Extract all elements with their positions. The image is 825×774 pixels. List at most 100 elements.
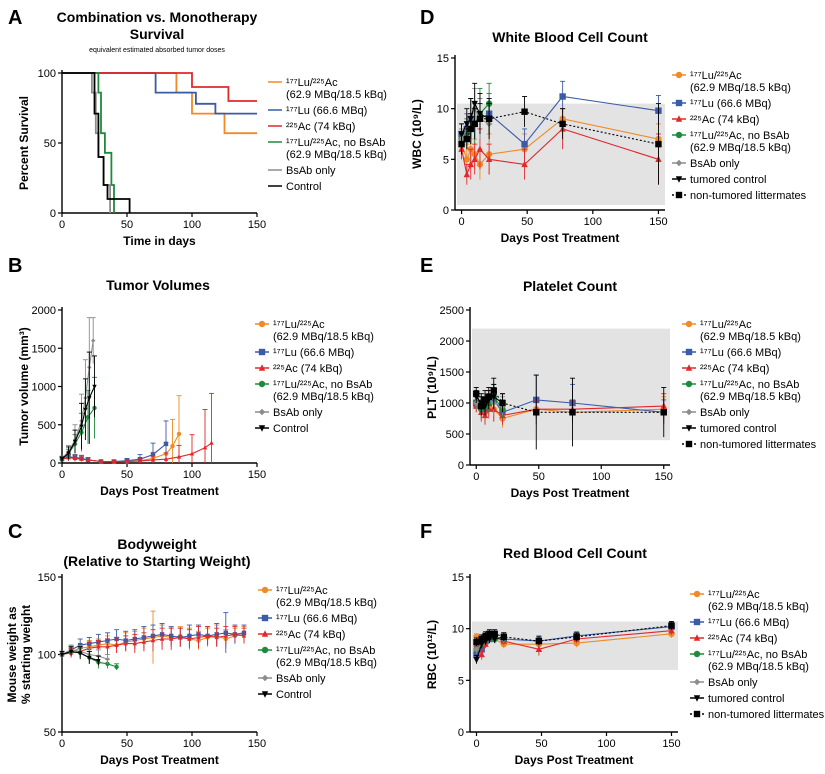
data-point <box>655 140 662 148</box>
y-axis-label: WBC (10⁹/L) <box>410 99 424 169</box>
x-tick-label: 150 <box>248 738 266 750</box>
legend-marker <box>693 695 701 702</box>
data-point <box>490 387 497 394</box>
data-point <box>105 656 110 662</box>
y-axis-label: % starting weight <box>19 605 33 704</box>
chart-title: Platelet Count <box>523 278 617 294</box>
data-point <box>132 640 137 646</box>
data-point <box>467 160 474 168</box>
data-point <box>463 135 471 143</box>
y-tick-label: 5 <box>443 154 449 166</box>
legend-marker <box>693 650 701 658</box>
series-line <box>62 72 257 135</box>
legend-marker <box>258 425 266 432</box>
data-point <box>482 632 489 640</box>
x-tick-label: 100 <box>597 738 615 750</box>
data-point <box>473 656 480 664</box>
x-tick-label: 100 <box>584 216 602 228</box>
legend-marker <box>693 634 701 641</box>
data-point <box>521 108 528 115</box>
y-tick-label: 15 <box>452 572 464 584</box>
y-tick-label: 50 <box>44 727 56 739</box>
legend-marker <box>685 380 693 388</box>
x-axis-label: Days Post Treatment <box>100 753 219 767</box>
panel-letter: C <box>8 521 22 543</box>
chart-title: Bodyweight <box>117 536 197 552</box>
legend-marker <box>693 618 701 626</box>
legend-label: Control <box>286 181 321 193</box>
data-point <box>170 443 175 449</box>
y-axis-label: RBC (10¹²/L) <box>425 620 439 689</box>
y-tick-label: 0 <box>458 727 464 739</box>
series-littermates <box>458 96 662 185</box>
x-tick-label: 0 <box>59 469 65 481</box>
legend-marker <box>675 159 683 167</box>
legend: ¹⁷⁷Lu/²²⁵Ac(62.9 MBq/18.5 kBq)¹⁷⁷Lu (66.… <box>672 70 807 202</box>
legend-marker <box>675 99 683 107</box>
series-ac <box>458 108 662 185</box>
data-point <box>485 393 492 400</box>
legend-label: ²²⁵Ac (74 kBq) <box>273 363 342 375</box>
legend: ¹⁷⁷Lu/²²⁵Ac(62.9 MBq/18.5 kBq)¹⁷⁷Lu (66.… <box>682 319 817 451</box>
legend: ¹⁷⁷Lu/²²⁵Ac(62.9 MBq/18.5 kBq)¹⁷⁷Lu (66.… <box>258 585 377 701</box>
data-point <box>463 156 471 163</box>
legend-label: tumored control <box>708 693 784 705</box>
legend: ¹⁷⁷Lu/²²⁵Ac(62.9 MBq/18.5 kBq)¹⁷⁷Lu (66.… <box>255 319 374 435</box>
series-ac <box>59 392 214 464</box>
y-axis-label: Percent Survival <box>17 96 31 190</box>
data-point <box>96 644 101 649</box>
data-point <box>535 637 543 645</box>
series-lu_ac <box>62 72 257 135</box>
x-tick-label: 0 <box>473 471 479 483</box>
y-tick-label: 500 <box>446 429 464 441</box>
y-tick-label: 100 <box>38 68 56 80</box>
legend-label: ¹⁷⁷Lu/²²⁵Ac, no BsAb <box>273 379 372 391</box>
legend-label: (62.9 MBq/18.5 kBq) <box>708 601 809 613</box>
data-point <box>499 399 506 407</box>
data-point <box>668 622 675 629</box>
series-control <box>59 646 101 666</box>
legend-marker <box>685 440 693 448</box>
series-ac <box>62 72 257 102</box>
x-tick-label: 150 <box>248 219 266 231</box>
x-tick-label: 50 <box>121 219 133 231</box>
data-point <box>124 458 130 464</box>
series-line <box>61 649 108 660</box>
series-lu_ac <box>59 395 182 465</box>
data-point <box>486 630 493 638</box>
x-tick-label: 50 <box>535 738 547 750</box>
legend-label: ¹⁷⁷Lu (66.6 MBq) <box>276 613 357 625</box>
data-point <box>223 633 228 638</box>
legend-marker <box>258 348 266 356</box>
legend-label: (62.9 MBq/18.5 kBq) <box>708 661 809 673</box>
data-point <box>123 640 128 646</box>
panel-letter: D <box>420 7 434 29</box>
data-point <box>521 160 528 168</box>
data-point <box>79 456 84 461</box>
series-line <box>62 72 115 213</box>
data-point <box>463 170 471 178</box>
series-lu_ac_nobsab <box>59 376 97 462</box>
legend-label: (62.9 MBq/18.5 kBq) <box>276 657 377 669</box>
legend-label: ¹⁷⁷Lu/²²⁵Ac, no BsAb <box>700 379 799 391</box>
legend-label: ¹⁷⁷Lu/²²⁵Ac <box>273 319 325 331</box>
legend-marker <box>675 176 683 183</box>
y-tick-label: 1500 <box>440 367 464 379</box>
legend-label: (62.9 MBq/18.5 kBq) <box>700 331 801 343</box>
legend-label: BsAb only <box>690 158 740 170</box>
x-tick-label: 100 <box>183 738 201 750</box>
data-point <box>96 659 101 664</box>
data-point <box>533 409 540 416</box>
data-point <box>478 635 485 643</box>
data-point <box>78 651 83 656</box>
data-point <box>535 645 543 653</box>
y-tick-label: 1000 <box>32 382 56 394</box>
chart-subtitle: equivalent estimated absorbed tumor dose… <box>89 47 225 54</box>
data-point <box>98 458 104 464</box>
data-point <box>66 451 71 456</box>
series-line <box>62 72 257 102</box>
legend-marker <box>261 674 269 682</box>
